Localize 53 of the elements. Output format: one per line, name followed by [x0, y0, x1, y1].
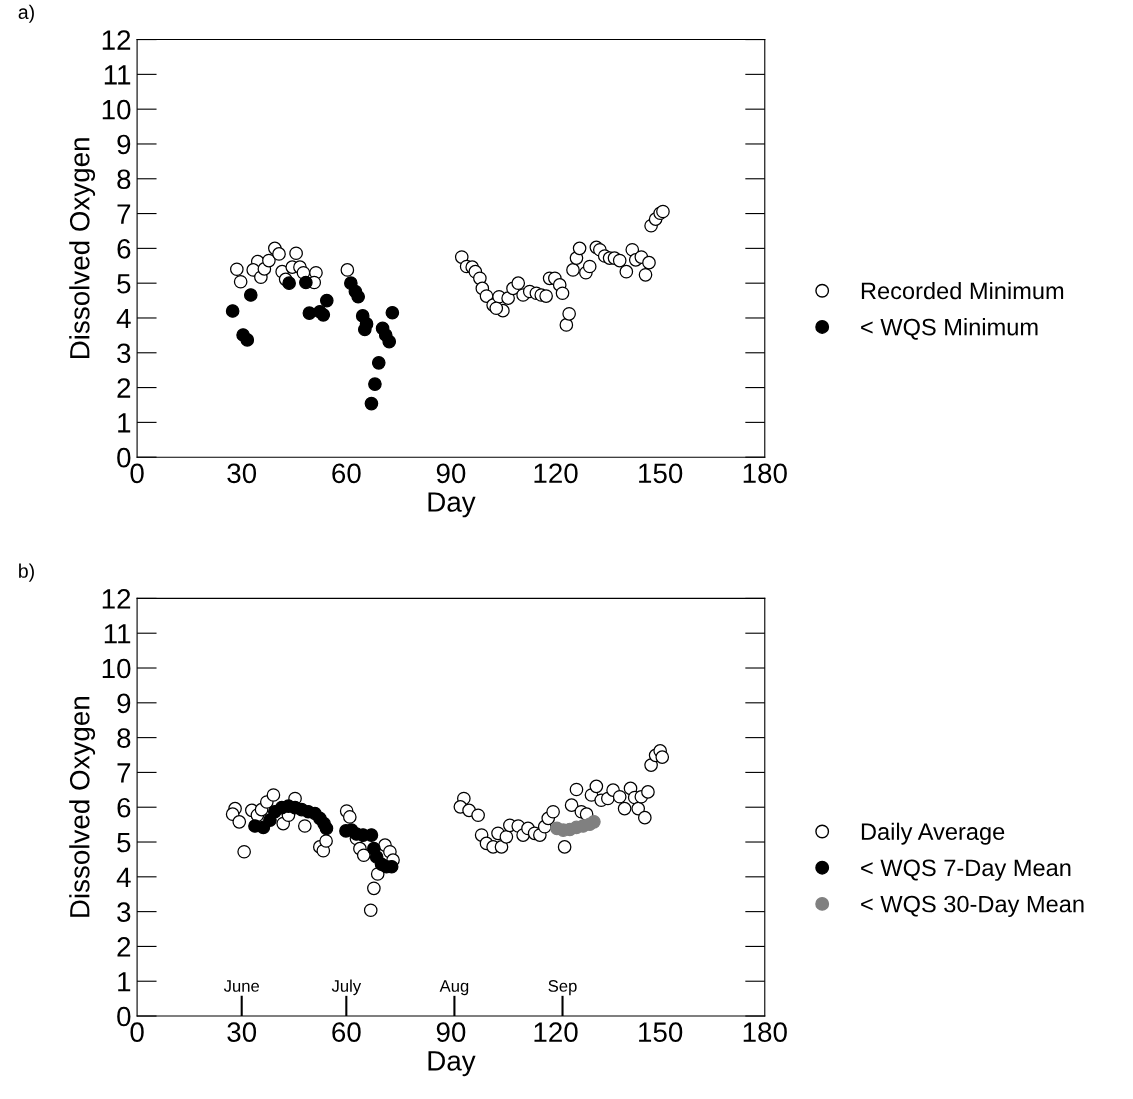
- y-tick-label: 12: [102, 589, 131, 609]
- x-tick-label: 150: [639, 463, 683, 484]
- y-tick-label: 3: [117, 902, 131, 922]
- y-tick-label: 1: [118, 413, 131, 433]
- x-tick-label: 120: [534, 463, 578, 484]
- x-tick-label: 30: [227, 463, 257, 484]
- x-tick-label: 120: [534, 1022, 578, 1042]
- ref-line-label: June: [223, 980, 260, 992]
- legend-label: < WQS Minimum: [861, 318, 1038, 340]
- x-tick-label: 90: [436, 1022, 466, 1042]
- y-tick-label: 7: [117, 204, 131, 224]
- ref-line-label: Aug: [439, 980, 469, 996]
- x-tick-label: 150: [639, 1022, 683, 1042]
- legend-label: Recorded Minimum: [861, 281, 1064, 300]
- chart-title: b): [19, 563, 34, 582]
- y-tick-label: 1: [118, 972, 131, 992]
- legend-label: < WQS 30-Day Mean: [861, 895, 1084, 918]
- y-tick-label: 11: [104, 624, 131, 644]
- y-tick-label: 4: [116, 867, 131, 887]
- x-axis-title: Day: [428, 1051, 476, 1077]
- y-tick-label: 9: [117, 134, 131, 155]
- y-tick-label: 6: [117, 797, 131, 818]
- y-tick-label: 10: [102, 658, 131, 679]
- y-tick-label: 5: [117, 832, 131, 853]
- ref-line-label: July: [331, 979, 362, 996]
- y-axis-title: Dissolved Oxygen: [69, 697, 96, 917]
- chart-title: a): [18, 4, 34, 23]
- y-tick-label: 9: [117, 693, 131, 714]
- y-tick-label: 2: [117, 937, 131, 957]
- y-tick-label: 2: [117, 378, 131, 398]
- y-tick-label: 11: [104, 65, 131, 85]
- y-tick-label: 0: [117, 1006, 131, 1027]
- x-axis-title: Day: [428, 492, 476, 518]
- x-tick-label: 30: [227, 1022, 257, 1042]
- legend-label: Daily Average: [861, 822, 1005, 845]
- legend-label: < WQS 7-Day Mean: [861, 859, 1071, 881]
- y-axis-title: Dissolved Oxygen: [69, 138, 96, 359]
- y-tick-label: 12: [102, 30, 131, 50]
- y-tick-label: 8: [117, 728, 131, 748]
- y-tick-label: 3: [117, 343, 131, 364]
- y-tick-label: 0: [117, 447, 131, 468]
- x-tick-label: 180: [743, 463, 787, 484]
- y-tick-label: 10: [102, 99, 131, 120]
- x-tick-label: 60: [332, 1022, 361, 1042]
- x-tick-label: 60: [332, 463, 361, 484]
- x-tick-label: 180: [743, 1022, 787, 1042]
- y-tick-label: 8: [117, 169, 131, 190]
- y-tick-label: 6: [117, 239, 131, 259]
- y-tick-label: 4: [116, 308, 131, 329]
- ref-line-label: Sep: [548, 980, 577, 996]
- x-tick-label: 90: [436, 463, 466, 484]
- y-tick-label: 5: [117, 274, 131, 294]
- y-tick-label: 7: [117, 763, 131, 783]
